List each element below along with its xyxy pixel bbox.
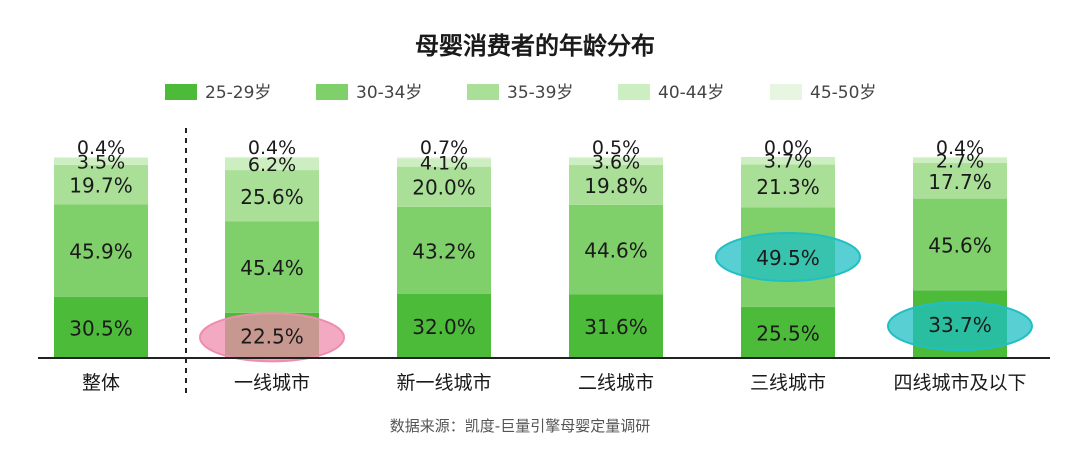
x-tick-label-5: 三线城市 <box>750 372 826 394</box>
legend-swatch-4 <box>618 84 650 100</box>
bar-6-label-2: 45.6% <box>928 233 992 257</box>
legend-label-5: 45-50岁 <box>810 83 876 103</box>
highlight-ellipse-1 <box>199 312 345 363</box>
x-tick-label-3: 新一线城市 <box>396 372 491 394</box>
bar-1-label-4: 3.5% <box>77 151 125 173</box>
bar-6-seg-3 <box>913 163 1007 199</box>
bar-4-label-3: 19.8% <box>584 174 648 198</box>
bar-4-label-4: 3.6% <box>592 151 640 173</box>
bar-5-label-5: 0.0% <box>764 137 812 159</box>
bar-6-label-1: 33.7% <box>928 313 992 337</box>
bar-5-seg-4 <box>741 157 835 165</box>
bar-1-label-1: 30.5% <box>69 316 133 340</box>
legend-swatch-2 <box>316 84 348 100</box>
bar-4-label-1: 31.6% <box>584 315 648 339</box>
bar-1-label-3: 19.7% <box>69 174 133 198</box>
bar-5-label-1: 25.5% <box>756 321 820 345</box>
bar-2-seg-4 <box>225 157 319 171</box>
legend: 25-29岁 30-34岁 35-39岁 40-44岁 45-50岁 <box>165 83 876 103</box>
bar-4-seg-4 <box>569 157 663 166</box>
bar-3-seg-5 <box>397 157 491 159</box>
legend-label-1: 25-29岁 <box>205 83 271 103</box>
bar-6-seg-5 <box>913 156 1007 158</box>
bar-4-seg-3 <box>569 165 663 205</box>
bar-5-seg-1 <box>741 306 835 358</box>
bar-5-seg-3 <box>741 164 835 208</box>
bar-1-seg-4 <box>54 157 148 165</box>
bar-3-label-3: 20.0% <box>412 176 476 200</box>
bar-2-seg-3 <box>225 170 319 222</box>
bar-1-seg-5 <box>54 157 148 158</box>
bar-4-seg-1 <box>569 294 663 358</box>
bar-3-label-2: 43.2% <box>412 239 476 263</box>
x-tick-label-1: 整体 <box>82 372 120 394</box>
x-tick-label-2: 一线城市 <box>234 372 310 394</box>
bar-3-seg-3 <box>397 166 491 207</box>
legend-label-3: 35-39岁 <box>507 83 573 103</box>
bar-6-label-4: 2.7% <box>936 150 984 172</box>
bar-1-seg-1 <box>54 296 148 358</box>
bar-3-seg-1 <box>397 293 491 358</box>
bar-2-label-1: 22.5% <box>240 324 304 348</box>
legend-swatch-5 <box>770 84 802 100</box>
legend-label-2: 30-34岁 <box>356 83 422 103</box>
bar-3-seg-4 <box>397 158 491 167</box>
bar-3-label-5: 0.7% <box>420 137 468 159</box>
bar-2-label-5: 0.4% <box>248 137 296 159</box>
bar-3-label-4: 4.1% <box>420 153 468 175</box>
bar-2-seg-2 <box>225 221 319 313</box>
bar-2-seg-5 <box>225 156 319 158</box>
bar-6-seg-2 <box>913 198 1007 291</box>
bar-2-label-4: 6.2% <box>248 154 296 176</box>
bars: 30.5%45.9%19.7%3.5%0.4%22.5%45.4%25.6%6.… <box>54 137 1033 363</box>
bar-3-label-1: 32.0% <box>412 315 476 339</box>
bar-3-seg-2 <box>397 206 491 294</box>
legend-label-4: 40-44岁 <box>658 83 724 103</box>
bar-1-seg-3 <box>54 164 148 205</box>
bar-4-seg-5 <box>569 156 663 158</box>
bar-6-label-5: 0.4% <box>936 137 984 159</box>
chart-title: 母婴消费者的年龄分布 <box>415 32 655 60</box>
bar-4-label-2: 44.6% <box>584 239 648 263</box>
highlight-ellipse-2 <box>715 231 861 282</box>
bar-4-seg-2 <box>569 204 663 295</box>
bar-4-label-5: 0.5% <box>592 137 640 159</box>
bar-2-label-3: 25.6% <box>240 185 304 209</box>
bar-5-label-2: 49.5% <box>756 246 820 270</box>
x-tick-label-4: 二线城市 <box>578 372 654 394</box>
bar-6-seg-4 <box>913 157 1007 164</box>
x-axis-labels: 整体 一线城市 新一线城市 二线城市 三线城市 四线城市及以下 <box>82 372 1027 394</box>
bar-1-label-2: 45.9% <box>69 240 133 264</box>
bar-5-label-3: 21.3% <box>756 175 820 199</box>
bar-1-seg-2 <box>54 204 148 297</box>
legend-swatch-1 <box>165 84 197 100</box>
bar-5-label-4: 3.7% <box>764 151 812 173</box>
highlight-ellipse-3 <box>887 301 1033 352</box>
bar-2-label-2: 45.4% <box>240 256 304 280</box>
bar-1-label-5: 0.4% <box>77 137 125 159</box>
x-tick-label-6: 四线城市及以下 <box>893 372 1026 394</box>
legend-swatch-3 <box>467 84 499 100</box>
source-note: 数据来源：凯度-巨量引擎母婴定量调研 <box>390 417 650 435</box>
bar-6-label-3: 17.7% <box>928 170 992 194</box>
